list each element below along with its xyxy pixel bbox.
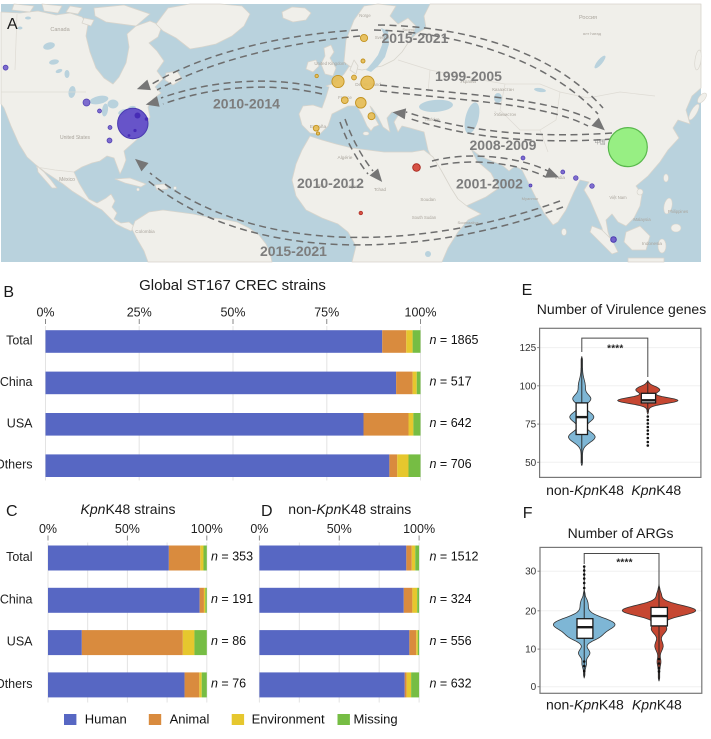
svg-text:30: 30 [525,567,537,578]
svg-text:Soudan: Soudan [420,197,436,202]
svg-text:Myanmar: Myanmar [522,196,539,201]
svg-text:F: F [523,505,533,522]
svg-text:China: China [0,592,33,606]
svg-text:0%: 0% [36,306,54,320]
svg-text:China: China [0,375,33,389]
svg-text:Number of ARGs: Number of ARGs [568,525,674,541]
svg-text:Colombia: Colombia [135,229,155,234]
svg-text:100%: 100% [191,522,223,536]
svg-text:México: México [59,177,75,183]
svg-text:75: 75 [525,420,537,431]
svg-text:India: India [555,175,565,180]
svg-text:Tchad: Tchad [374,187,387,192]
svg-text:USA: USA [7,416,33,430]
svg-text:0: 0 [531,682,537,693]
svg-text:A: A [7,16,18,33]
svg-text:n = 76: n = 76 [211,676,246,690]
svg-text:KpnK48: KpnK48 [631,482,681,498]
svg-text:n = 1865: n = 1865 [430,333,479,347]
svg-text:B: B [3,284,14,301]
svg-text:100%: 100% [403,522,435,536]
svg-text:non-KpnK48 strains: non-KpnK48 strains [288,501,411,517]
svg-text:20: 20 [525,606,537,617]
svg-text:n = 706: n = 706 [430,457,472,471]
svg-text:2001-2002: 2001-2002 [456,176,523,192]
svg-text:Mali: Mali [316,183,324,188]
svg-text:10: 10 [525,645,537,656]
svg-text:100%: 100% [405,306,437,320]
svg-text:Malaysia: Malaysia [633,217,651,222]
svg-text:E: E [522,282,533,299]
svg-text:non-KpnK48: non-KpnK48 [546,697,624,713]
svg-text:Soomaaliya: Soomaaliya [458,220,480,225]
svg-text:Missing: Missing [354,712,398,727]
svg-text:50%: 50% [115,522,140,536]
svg-text:n = 556: n = 556 [430,634,472,648]
svg-text:Number of Virulence genes: Number of Virulence genes [537,301,706,317]
svg-text:Canada: Canada [50,27,70,33]
svg-text:non-KpnK48: non-KpnK48 [546,482,624,498]
svg-text:n = 86: n = 86 [211,634,246,648]
svg-text:50%: 50% [220,306,245,320]
svg-text:Philippines: Philippines [668,209,688,214]
svg-text:2008-2009: 2008-2009 [470,137,537,153]
svg-text:25%: 25% [127,306,152,320]
svg-text:Россия: Россия [579,15,597,21]
svg-text:Environment: Environment [252,712,325,727]
svg-text:n = 632: n = 632 [430,676,472,690]
svg-text:Україна: Україна [460,79,476,84]
svg-text:Việt Nam: Việt Nam [609,195,627,200]
svg-text:50: 50 [525,458,537,469]
svg-text:中国: 中国 [594,138,606,146]
svg-text:0%: 0% [250,522,268,536]
svg-text:125: 125 [520,343,537,354]
svg-text:n = 191: n = 191 [211,592,253,606]
svg-text:Animal: Animal [170,712,210,727]
svg-text:C: C [6,503,18,520]
svg-text:United Kingdom: United Kingdom [314,61,346,66]
svg-text:Казахстан: Казахстан [492,87,514,92]
svg-text:1999-2005: 1999-2005 [435,68,502,84]
svg-text:100: 100 [520,381,537,392]
svg-text:Total: Total [6,550,32,564]
svg-text:n = 324: n = 324 [430,592,472,606]
svg-text:KpnK48 strains: KpnK48 strains [81,501,176,517]
svg-text:South Sudan: South Sudan [412,215,437,220]
svg-text:Others: Others [0,458,33,472]
svg-text:Total: Total [6,334,32,348]
svg-text:2015-2021: 2015-2021 [382,30,449,46]
svg-text:75%: 75% [314,306,339,320]
svg-text:Niger: Niger [347,184,358,189]
svg-text:n = 642: n = 642 [430,416,472,430]
svg-text:Global ST167 CREC strains: Global ST167 CREC strains [139,277,326,294]
svg-text:ялт һатад: ялт һатад [583,31,602,36]
svg-text:2010-2012: 2010-2012 [297,175,364,191]
svg-text:United States: United States [60,135,91,141]
svg-text:USA: USA [7,635,33,649]
svg-text:Türkiye: Türkiye [424,117,440,122]
svg-text:2015-2021: 2015-2021 [260,243,327,259]
svg-text:n = 353: n = 353 [211,550,253,564]
svg-text:Suomi: Suomi [402,27,413,32]
svg-text:KpnK48: KpnK48 [632,697,682,713]
svg-text:50%: 50% [327,522,352,536]
svg-text:n = 517: n = 517 [430,374,472,388]
svg-text:****: **** [616,558,632,569]
svg-text:0%: 0% [39,522,57,536]
svg-text:Others: Others [0,677,33,691]
svg-text:Norge: Norge [359,13,371,18]
svg-text:n = 1512: n = 1512 [430,550,479,564]
svg-text:Ўзбекистон: Ўзбекистон [494,112,517,117]
svg-text:Human: Human [85,712,127,727]
svg-text:D: D [261,503,273,520]
svg-text:Algérie: Algérie [338,155,353,161]
svg-text:****: **** [607,344,623,355]
svg-text:Indonesia: Indonesia [642,241,662,246]
svg-text:2010-2014: 2010-2014 [213,96,280,112]
svg-text:Sverige: Sverige [375,35,390,40]
